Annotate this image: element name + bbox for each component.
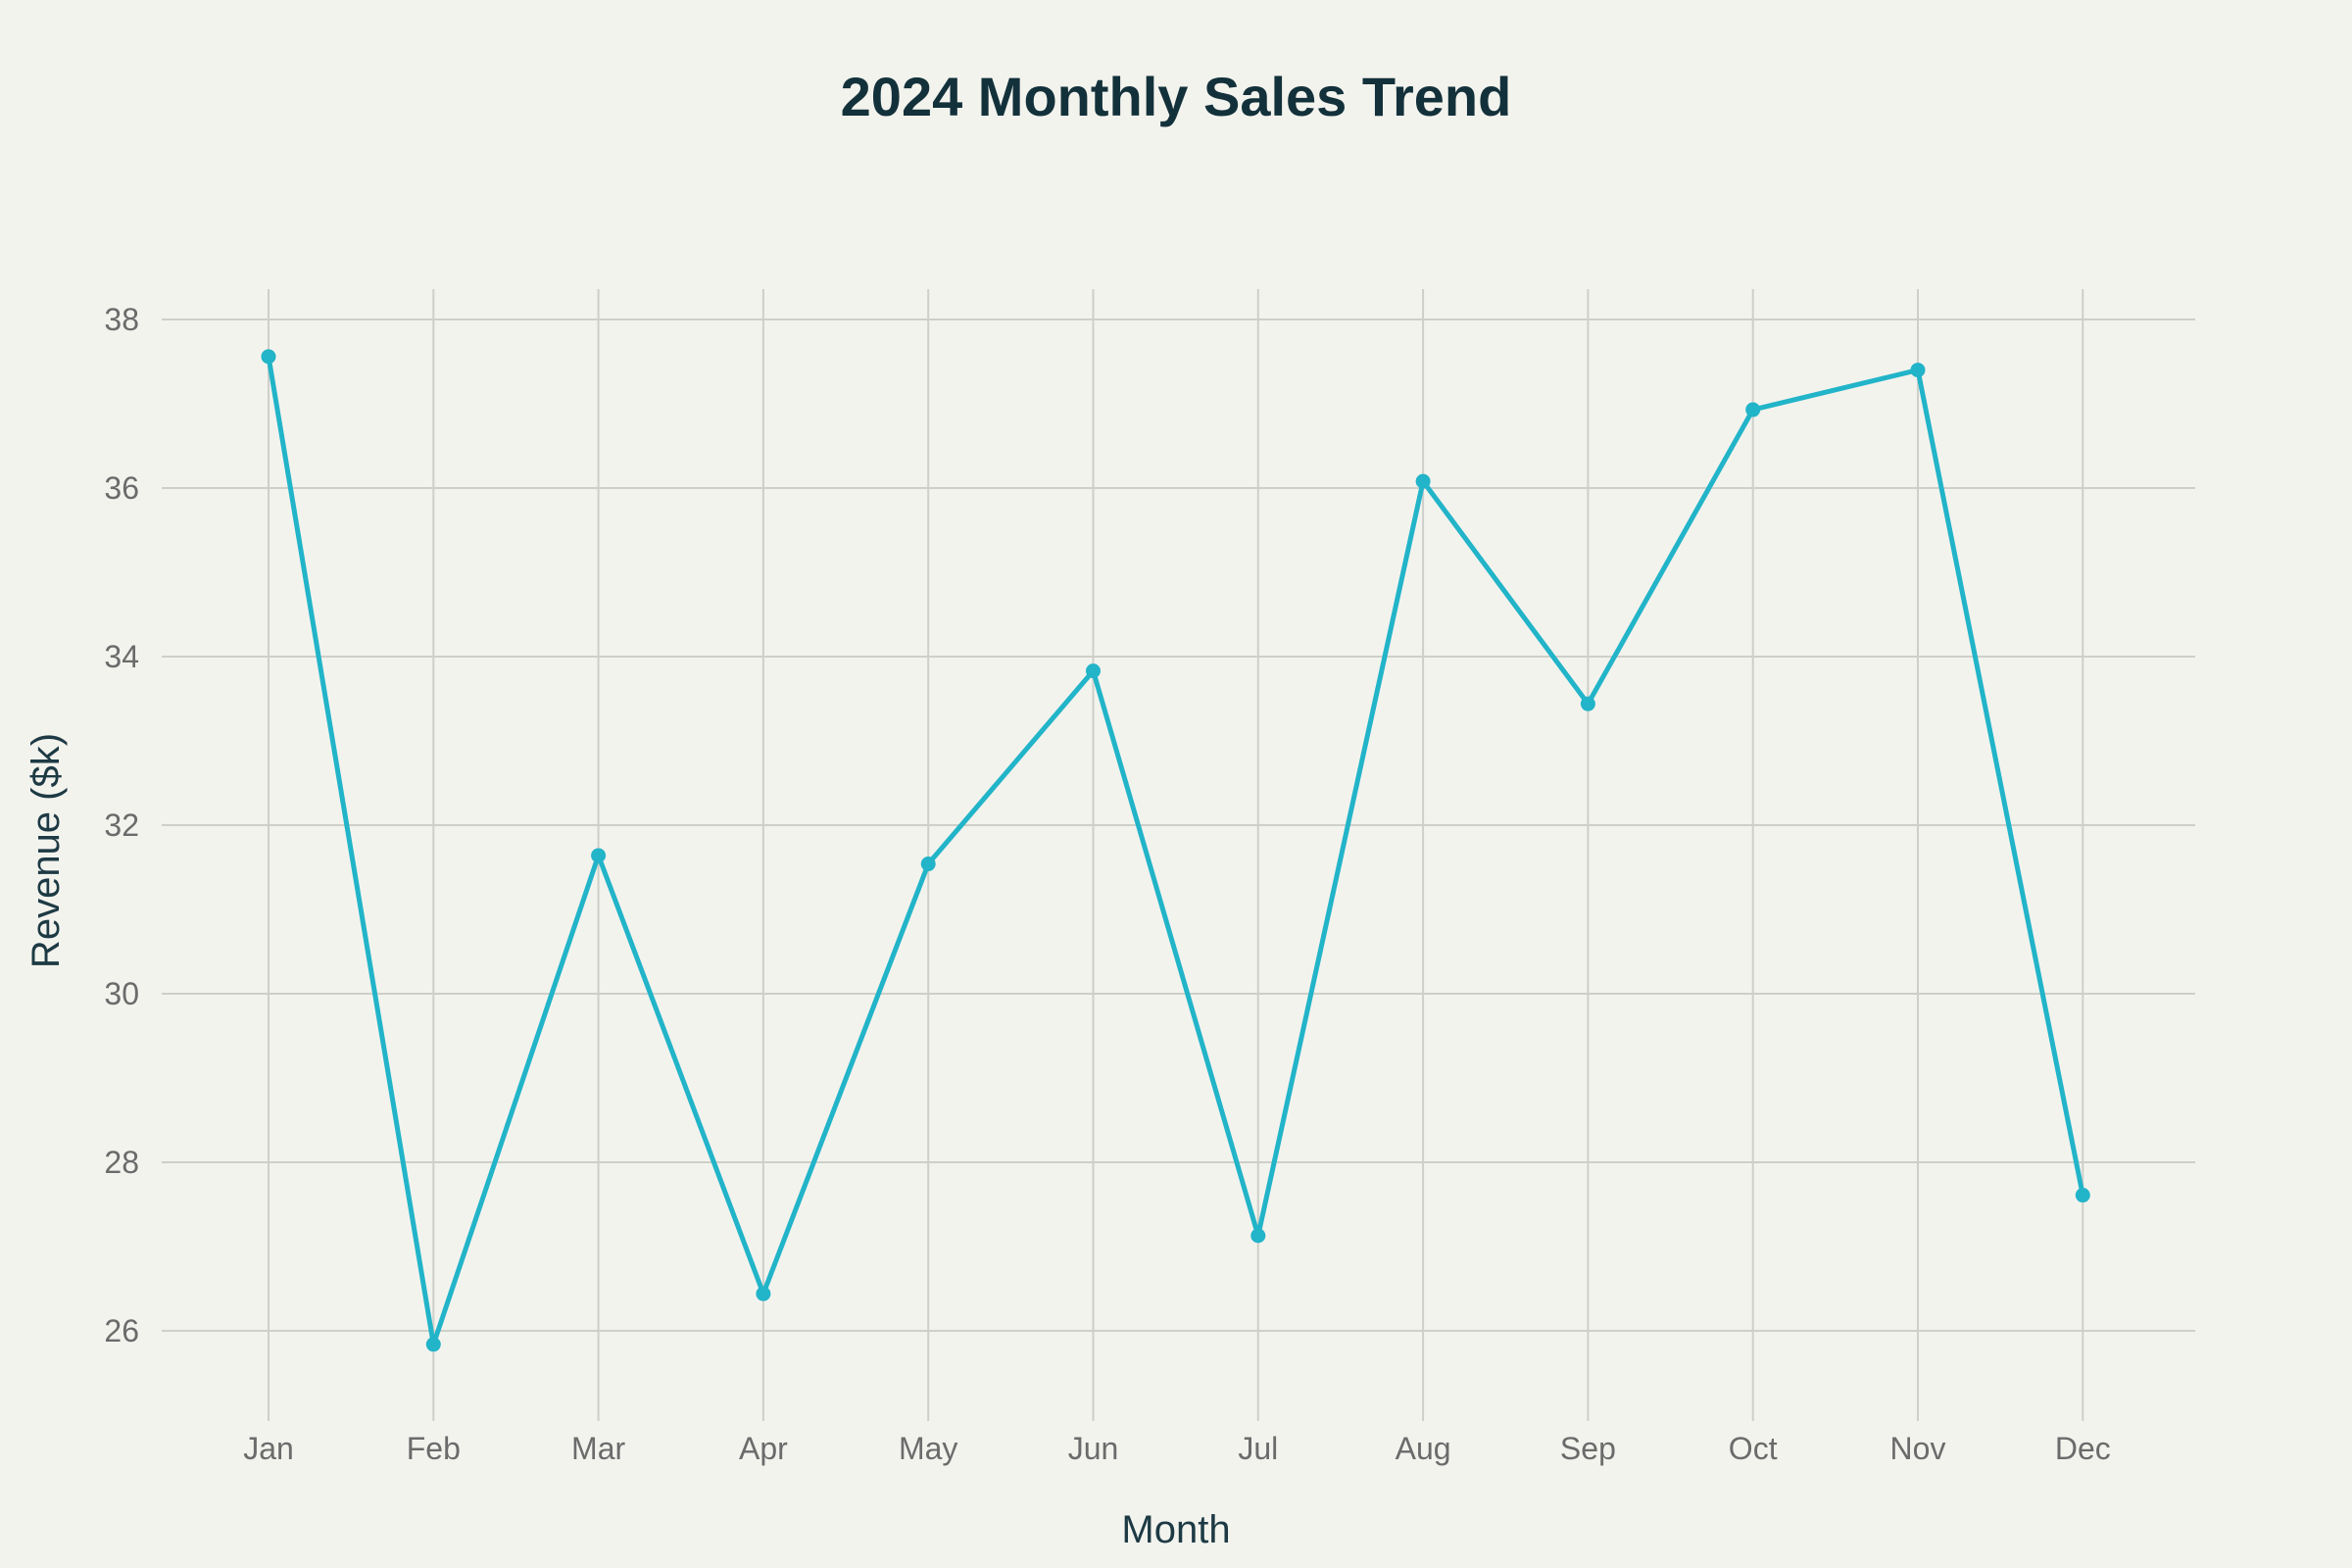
y-tick-label: 32 xyxy=(104,808,139,843)
x-axis-ticks: Jan Feb Mar Apr May Jun Jul Aug Sep Oct Nov Dec xyxy=(243,1431,2111,1466)
y-tick-label: 30 xyxy=(104,976,139,1011)
data-point-jul[interactable] xyxy=(1250,1228,1266,1244)
data-point-mar[interactable] xyxy=(591,848,607,863)
y-tick-label: 38 xyxy=(104,302,139,337)
data-point-aug[interactable] xyxy=(1415,473,1431,489)
x-tick-label: Dec xyxy=(2055,1431,2111,1466)
x-tick-label: Jan xyxy=(243,1431,294,1466)
y-axis-ticks: 26 28 30 32 34 36 38 xyxy=(104,302,139,1348)
y-tick-label: 34 xyxy=(104,639,139,674)
series-line xyxy=(266,354,2085,1348)
x-tick-label: Jul xyxy=(1238,1431,1278,1466)
x-tick-label: Mar xyxy=(571,1431,625,1466)
y-tick-label: 28 xyxy=(104,1145,139,1180)
y-axis-label: Revenue ($k) xyxy=(24,733,68,968)
x-tick-label: Apr xyxy=(739,1431,788,1466)
data-point-jun[interactable] xyxy=(1086,663,1101,679)
data-point-oct[interactable] xyxy=(1745,402,1761,417)
x-tick-label: Aug xyxy=(1396,1431,1451,1466)
data-point-feb[interactable] xyxy=(425,1337,441,1352)
data-point-nov[interactable] xyxy=(1910,363,1926,378)
y-tick-label: 36 xyxy=(104,470,139,506)
data-point-apr[interactable] xyxy=(756,1286,771,1301)
data-point-sep[interactable] xyxy=(1580,696,1595,711)
x-tick-label: Jun xyxy=(1068,1431,1119,1466)
y-tick-label: 26 xyxy=(104,1313,139,1348)
x-tick-label: Sep xyxy=(1560,1431,1616,1466)
x-tick-label: Nov xyxy=(1890,1431,1946,1466)
series-layer xyxy=(261,349,2090,1352)
x-tick-label: Oct xyxy=(1729,1431,1778,1466)
x-axis-label: Month xyxy=(1121,1508,1230,1551)
data-point-dec[interactable] xyxy=(2075,1188,2090,1203)
chart-title: 2024 Monthly Sales Trend xyxy=(841,66,1512,127)
x-tick-label: Feb xyxy=(407,1431,461,1466)
data-point-jan[interactable] xyxy=(261,349,276,365)
x-tick-label: May xyxy=(899,1431,957,1466)
data-point-may[interactable] xyxy=(920,857,936,872)
